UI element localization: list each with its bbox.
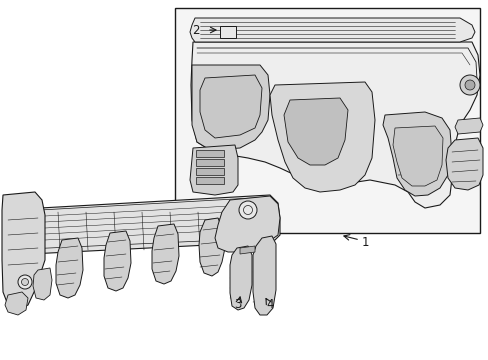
Polygon shape bbox=[454, 118, 482, 134]
Polygon shape bbox=[392, 126, 442, 186]
Polygon shape bbox=[382, 112, 451, 196]
Polygon shape bbox=[200, 75, 262, 138]
Polygon shape bbox=[191, 42, 479, 208]
Polygon shape bbox=[3, 195, 280, 255]
Text: 4: 4 bbox=[265, 298, 273, 311]
Polygon shape bbox=[215, 196, 280, 252]
Polygon shape bbox=[2, 192, 45, 310]
Text: 1: 1 bbox=[361, 235, 368, 248]
Polygon shape bbox=[269, 82, 374, 192]
Polygon shape bbox=[56, 238, 83, 298]
Bar bbox=[196, 177, 224, 184]
Polygon shape bbox=[284, 98, 347, 165]
Polygon shape bbox=[240, 246, 254, 254]
Polygon shape bbox=[5, 292, 28, 315]
Text: 2: 2 bbox=[192, 23, 199, 36]
Polygon shape bbox=[33, 268, 52, 300]
Polygon shape bbox=[192, 65, 269, 150]
Bar bbox=[220, 26, 236, 38]
Bar bbox=[196, 168, 224, 175]
Bar bbox=[196, 159, 224, 166]
Circle shape bbox=[459, 75, 479, 95]
Polygon shape bbox=[199, 218, 224, 276]
Circle shape bbox=[18, 275, 32, 289]
Bar bbox=[175, 8, 479, 233]
Polygon shape bbox=[190, 145, 238, 195]
Polygon shape bbox=[229, 246, 251, 310]
Polygon shape bbox=[190, 18, 474, 42]
Polygon shape bbox=[445, 138, 482, 190]
Text: 3: 3 bbox=[234, 298, 241, 311]
Polygon shape bbox=[152, 224, 179, 284]
Polygon shape bbox=[104, 231, 131, 291]
Circle shape bbox=[239, 201, 257, 219]
Polygon shape bbox=[252, 236, 275, 315]
Circle shape bbox=[464, 80, 474, 90]
Circle shape bbox=[21, 279, 28, 285]
Bar bbox=[196, 150, 224, 157]
